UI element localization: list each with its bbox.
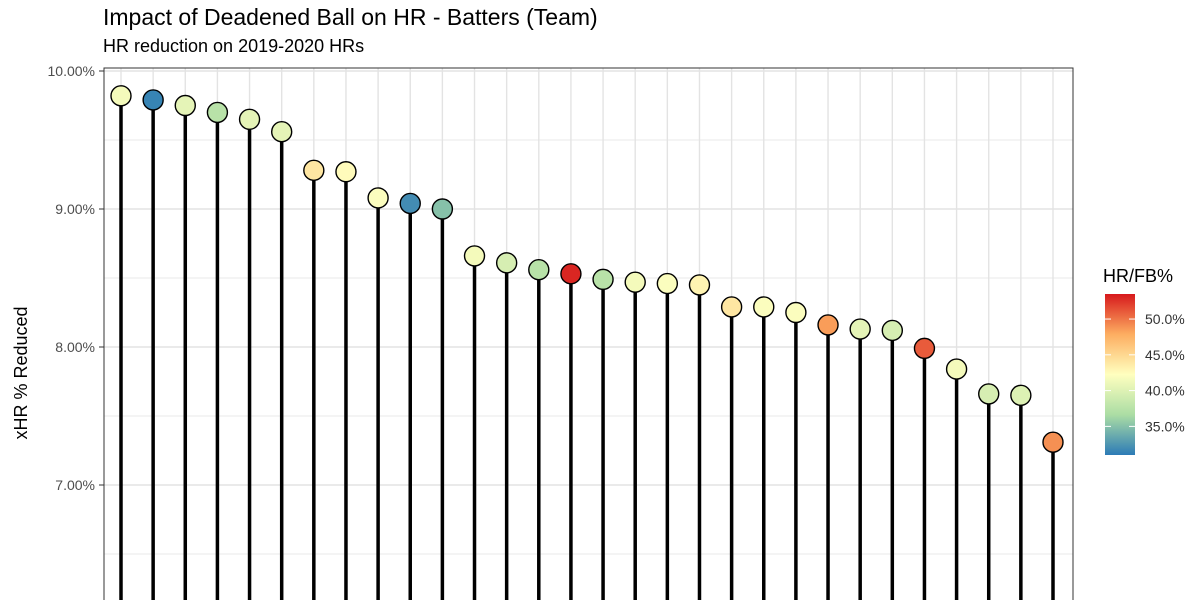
data-point — [206, 101, 229, 124]
data-point — [1010, 384, 1032, 406]
chart-subtitle: HR reduction on 2019-2020 HRs — [103, 36, 365, 56]
data-point — [270, 121, 293, 143]
data-point — [142, 89, 164, 111]
data-point — [785, 301, 807, 324]
data-point — [656, 272, 679, 295]
color-legend: HR/FB% 35.0% 40.0% 45.0% 50.0% — [1103, 266, 1185, 455]
data-point — [110, 85, 132, 107]
data-point — [399, 192, 421, 215]
data-point — [528, 259, 550, 281]
legend-tick-label: 45.0% — [1145, 347, 1185, 363]
legend-colorbar — [1105, 294, 1135, 455]
panel-border — [103, 67, 1074, 600]
legend-tick-label: 50.0% — [1145, 311, 1185, 327]
data-point — [463, 245, 486, 267]
legend-tick-label: 35.0% — [1145, 418, 1185, 434]
data-point — [881, 319, 904, 342]
y-tick-label: 9.00% — [55, 201, 95, 217]
chart-title: Impact of Deadened Ball on HR - Batters … — [103, 4, 598, 30]
lollipop-points — [110, 85, 1064, 453]
data-point — [1042, 431, 1064, 453]
data-point — [945, 358, 968, 380]
data-point — [367, 187, 389, 209]
data-point — [720, 296, 743, 318]
y-tick-label: 10.00% — [48, 63, 95, 79]
legend-title: HR/FB% — [1103, 266, 1173, 286]
data-point — [335, 161, 357, 183]
data-point — [238, 108, 261, 131]
y-tick-label: 8.00% — [55, 339, 95, 355]
data-point — [431, 198, 454, 220]
lollipop-stems — [119, 95, 1055, 600]
data-point — [560, 263, 582, 285]
y-tick-label: 7.00% — [55, 477, 95, 493]
data-point — [624, 271, 646, 293]
data-point — [753, 296, 775, 318]
data-point — [174, 94, 196, 117]
data-point — [495, 252, 518, 274]
data-point — [688, 274, 711, 296]
y-axis-label: xHR % Reduced — [11, 306, 31, 439]
data-point — [913, 337, 936, 360]
data-point — [592, 268, 614, 291]
data-point — [303, 159, 325, 182]
y-axis-ticks: 7.00% 8.00% 9.00% 10.00% — [48, 63, 104, 493]
data-point — [817, 314, 839, 336]
data-point — [978, 383, 1000, 405]
legend-tick-label: 40.0% — [1145, 383, 1185, 399]
data-point — [849, 318, 871, 340]
